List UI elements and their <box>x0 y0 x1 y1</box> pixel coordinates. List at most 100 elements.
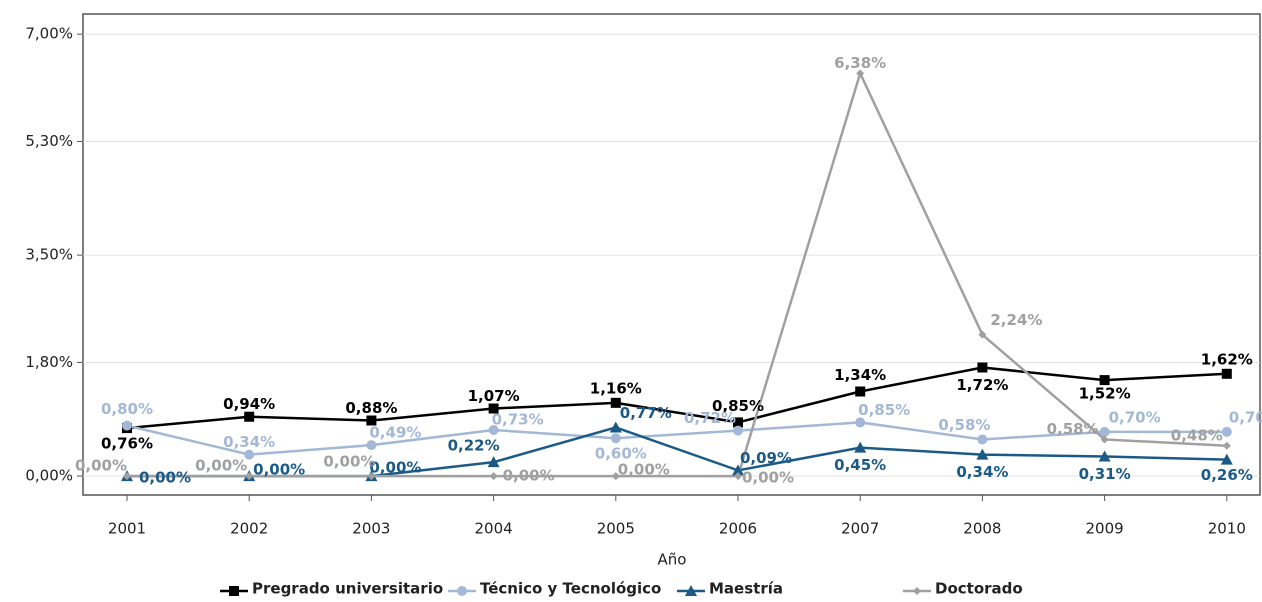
marker <box>977 362 988 373</box>
x-tick-label: 2001 <box>108 520 146 538</box>
marker <box>610 397 621 408</box>
marker <box>1099 426 1110 437</box>
marker <box>609 421 622 433</box>
data-label: 0,26% <box>1201 466 1253 484</box>
data-label: 0,70% <box>1229 408 1262 426</box>
plot-frame <box>82 13 1261 496</box>
data-label: 1,52% <box>1079 385 1131 403</box>
data-label: 0,60% <box>595 445 647 463</box>
data-label: 0,45% <box>834 456 886 474</box>
data-label: 0,58% <box>1047 420 1099 438</box>
marker <box>488 403 499 414</box>
data-label: 0,76% <box>101 435 153 453</box>
data-label: 0,80% <box>101 400 153 418</box>
marker <box>122 420 132 431</box>
marker <box>611 472 620 481</box>
y-tick-label: 1,80% <box>25 353 73 371</box>
marker <box>978 330 987 339</box>
marker <box>1098 450 1111 462</box>
data-label: 0,22% <box>448 437 500 455</box>
data-label: 0,00% <box>369 459 421 477</box>
data-label: 0,31% <box>1079 465 1131 483</box>
data-label: 0,34% <box>956 463 1008 481</box>
data-label: 0,85% <box>858 401 910 419</box>
series-line <box>126 421 1227 456</box>
y-tick-label: 0,00% <box>25 467 73 485</box>
data-label: 0,58% <box>938 416 990 434</box>
data-label: 0,49% <box>369 424 421 442</box>
marker <box>1099 375 1110 386</box>
x-tick-label: 2005 <box>597 520 635 538</box>
data-label: 0,72% <box>684 409 736 427</box>
x-tick-label: 2002 <box>230 520 268 538</box>
series-line <box>126 366 1227 430</box>
marker <box>685 585 697 596</box>
x-tick-label: 2010 <box>1208 520 1246 538</box>
y-tick-label: 5,30% <box>25 132 73 150</box>
marker <box>1220 453 1233 465</box>
x-tick-label: 2006 <box>719 520 757 538</box>
marker <box>457 586 467 596</box>
data-label: 0,48% <box>1171 426 1223 444</box>
marker <box>733 417 743 428</box>
data-label: 2,24% <box>990 311 1042 329</box>
marker <box>366 440 377 451</box>
y-tick-label: 3,50% <box>25 246 73 264</box>
marker <box>977 434 988 445</box>
marker <box>610 433 621 444</box>
data-label: 0,88% <box>345 399 397 417</box>
marker <box>854 441 867 453</box>
marker <box>732 464 744 476</box>
data-label: 0,00% <box>503 467 555 485</box>
marker <box>367 472 376 481</box>
marker <box>856 69 865 78</box>
x-tick-label: 2007 <box>841 520 879 538</box>
marker <box>123 472 131 481</box>
marker <box>1221 426 1232 437</box>
x-tick-label: 2003 <box>352 520 390 538</box>
data-label: 0,00% <box>742 469 794 487</box>
x-tick-label: 2009 <box>1086 520 1124 538</box>
data-label: 0,09% <box>740 449 792 467</box>
data-label: 0,00% <box>139 469 191 487</box>
legend-label: Técnico y Tecnológico <box>480 580 661 598</box>
data-label: 1,62% <box>1201 350 1253 368</box>
marker <box>488 424 499 435</box>
x-tick-label: 2004 <box>475 520 513 538</box>
x-axis-label: Año <box>658 551 687 569</box>
marker <box>855 417 866 428</box>
data-label: 0,94% <box>223 395 275 413</box>
marker <box>733 425 743 436</box>
data-label: 0,00% <box>618 461 670 479</box>
data-label: 0,70% <box>1109 408 1161 426</box>
y-tick-label: 7,00% <box>25 25 73 43</box>
data-label: 1,34% <box>834 366 886 384</box>
marker <box>229 586 239 596</box>
marker <box>1221 368 1232 379</box>
marker <box>1222 441 1231 450</box>
legend-label: Pregrado universitario <box>252 580 443 598</box>
x-tick-label: 2008 <box>963 520 1001 538</box>
data-label: 0,77% <box>620 404 672 422</box>
marker <box>245 472 254 481</box>
data-label: 0,85% <box>712 397 764 415</box>
legend-label: Maestría <box>709 580 783 598</box>
marker <box>1100 435 1109 444</box>
data-label: 1,07% <box>468 387 520 405</box>
marker <box>855 386 866 397</box>
marker <box>244 411 255 422</box>
marker <box>366 415 377 426</box>
marker <box>734 472 742 481</box>
marker <box>244 449 255 460</box>
legend-label: Doctorado <box>935 580 1023 598</box>
data-label: 0,00% <box>195 457 247 475</box>
marker <box>489 472 498 481</box>
series-line <box>127 69 1227 478</box>
data-label: 0,73% <box>492 410 544 428</box>
data-label: 1,16% <box>590 379 642 397</box>
data-label: 0,34% <box>223 433 275 451</box>
marker <box>487 456 500 468</box>
data-label: 1,72% <box>956 376 1008 394</box>
